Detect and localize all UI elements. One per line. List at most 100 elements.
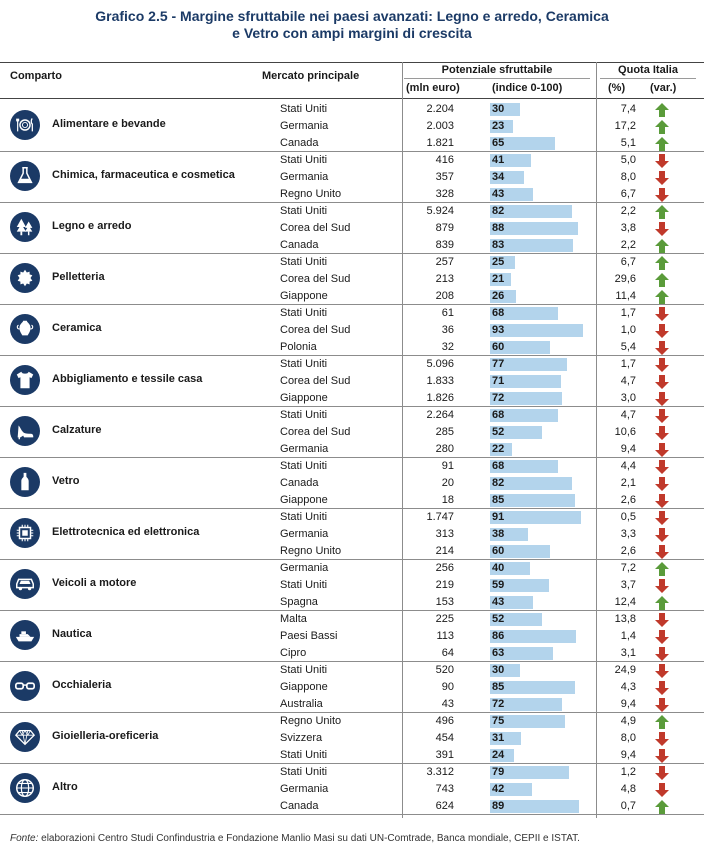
mln-euro-cell: 208 [435,290,454,302]
source-label: Fonte: [10,833,39,844]
index-value: 34 [492,171,505,183]
index-value: 68 [492,409,505,421]
mln-euro-cell: 219 [435,579,454,591]
index-value: 89 [492,800,505,812]
mln-euro-cell: 391 [435,749,454,761]
quota-cell: 4,3 [620,681,636,693]
group-name: Elettrotecnica ed elettronica [52,526,200,538]
header-quota: Quota Italia [618,64,678,76]
market-cell: Stati Uniti [280,256,328,268]
index-value: 72 [492,698,505,710]
trees-icon [10,212,40,242]
quota-cell: 1,0 [620,324,636,336]
index-bar [490,528,528,541]
group-separator [0,712,704,713]
index-bar [490,103,520,116]
group-name: Ceramica [52,322,102,334]
mln-euro-cell: 280 [435,443,454,455]
index-bar [490,409,558,422]
header-comparto: Comparto [10,70,62,82]
index-value: 21 [492,273,505,285]
mln-euro-cell: 2.204 [426,103,454,115]
market-cell: Malta [280,613,307,625]
mln-euro-cell: 1.833 [426,375,454,387]
arrow-down-icon [655,324,669,338]
car-icon [10,569,40,599]
mln-euro-cell: 1.747 [426,511,454,523]
quota-cell: 1,7 [620,358,636,370]
quota-cell: 2,6 [620,494,636,506]
mln-euro-cell: 3.312 [426,766,454,778]
market-cell: Regno Unito [280,545,342,557]
group-name: Pelletteria [52,271,105,283]
index-bar [490,545,550,558]
quota-cell: 3,1 [620,647,636,659]
flask-icon [10,161,40,191]
index-bar [490,647,553,660]
globe-icon [10,773,40,803]
mln-euro-cell: 416 [435,154,454,166]
market-cell: Germania [280,120,329,132]
group-separator [0,610,704,611]
index-value: 24 [492,749,505,761]
market-cell: Stati Uniti [280,154,328,166]
index-bar [490,698,562,711]
market-cell: Germania [280,443,329,455]
header-potenziale: Potenziale sfruttabile [441,64,553,76]
index-value: 26 [492,290,505,302]
quota-cell: 8,0 [620,732,636,744]
index-bar [490,715,565,728]
quota-cell: 1,7 [620,307,636,319]
quota-cell: 4,9 [620,715,636,727]
index-value: 30 [492,103,505,115]
index-bar [490,800,579,813]
arrow-down-icon [655,443,669,457]
mln-euro-cell: 257 [435,256,454,268]
index-value: 83 [492,239,505,251]
arrow-up-icon [655,137,669,151]
arrow-up-icon [655,290,669,304]
market-cell: Stati Uniti [280,409,328,421]
index-bar [490,171,524,184]
arrow-down-icon [655,409,669,423]
index-bar [490,426,542,439]
market-cell: Giappone [280,681,328,693]
quota-cell: 9,4 [620,698,636,710]
mln-euro-cell: 328 [435,188,454,200]
mln-euro-cell: 879 [435,222,454,234]
index-value: 82 [492,205,505,217]
group-separator [0,508,704,509]
market-cell: Cipro [280,647,307,659]
market-cell: Giappone [280,494,328,506]
quota-cell: 4,7 [620,409,636,421]
arrow-down-icon [655,171,669,185]
arrow-up-icon [655,715,669,729]
index-value: 38 [492,528,505,540]
quota-cell: 4,8 [620,783,636,795]
index-value: 30 [492,664,505,676]
mln-euro-cell: 225 [435,613,454,625]
group-name: Vetro [52,475,80,487]
index-bar [490,222,578,235]
index-bar [490,511,581,524]
header-var: (var.) [650,82,677,94]
group-separator [0,559,704,560]
quota-cell: 7,2 [620,562,636,574]
quota-cell: 5,0 [620,154,636,166]
market-cell: Stati Uniti [280,358,328,370]
arrow-up-icon [655,256,669,270]
market-cell: Spagna [280,596,318,608]
index-value: 85 [492,681,505,693]
index-bar [490,562,530,575]
index-value: 22 [492,443,505,455]
arrow-up-icon [655,120,669,134]
market-cell: Polonia [280,341,317,353]
index-bar [490,596,533,609]
arrow-down-icon [655,630,669,644]
quota-cell: 6,7 [620,256,636,268]
title-line-2: e Vetro con ampi margini di crescita [232,25,472,41]
group-name: Legno e arredo [52,220,132,232]
arrow-down-icon [655,664,669,678]
index-value: 23 [492,120,505,132]
mln-euro-cell: 20 [441,477,454,489]
